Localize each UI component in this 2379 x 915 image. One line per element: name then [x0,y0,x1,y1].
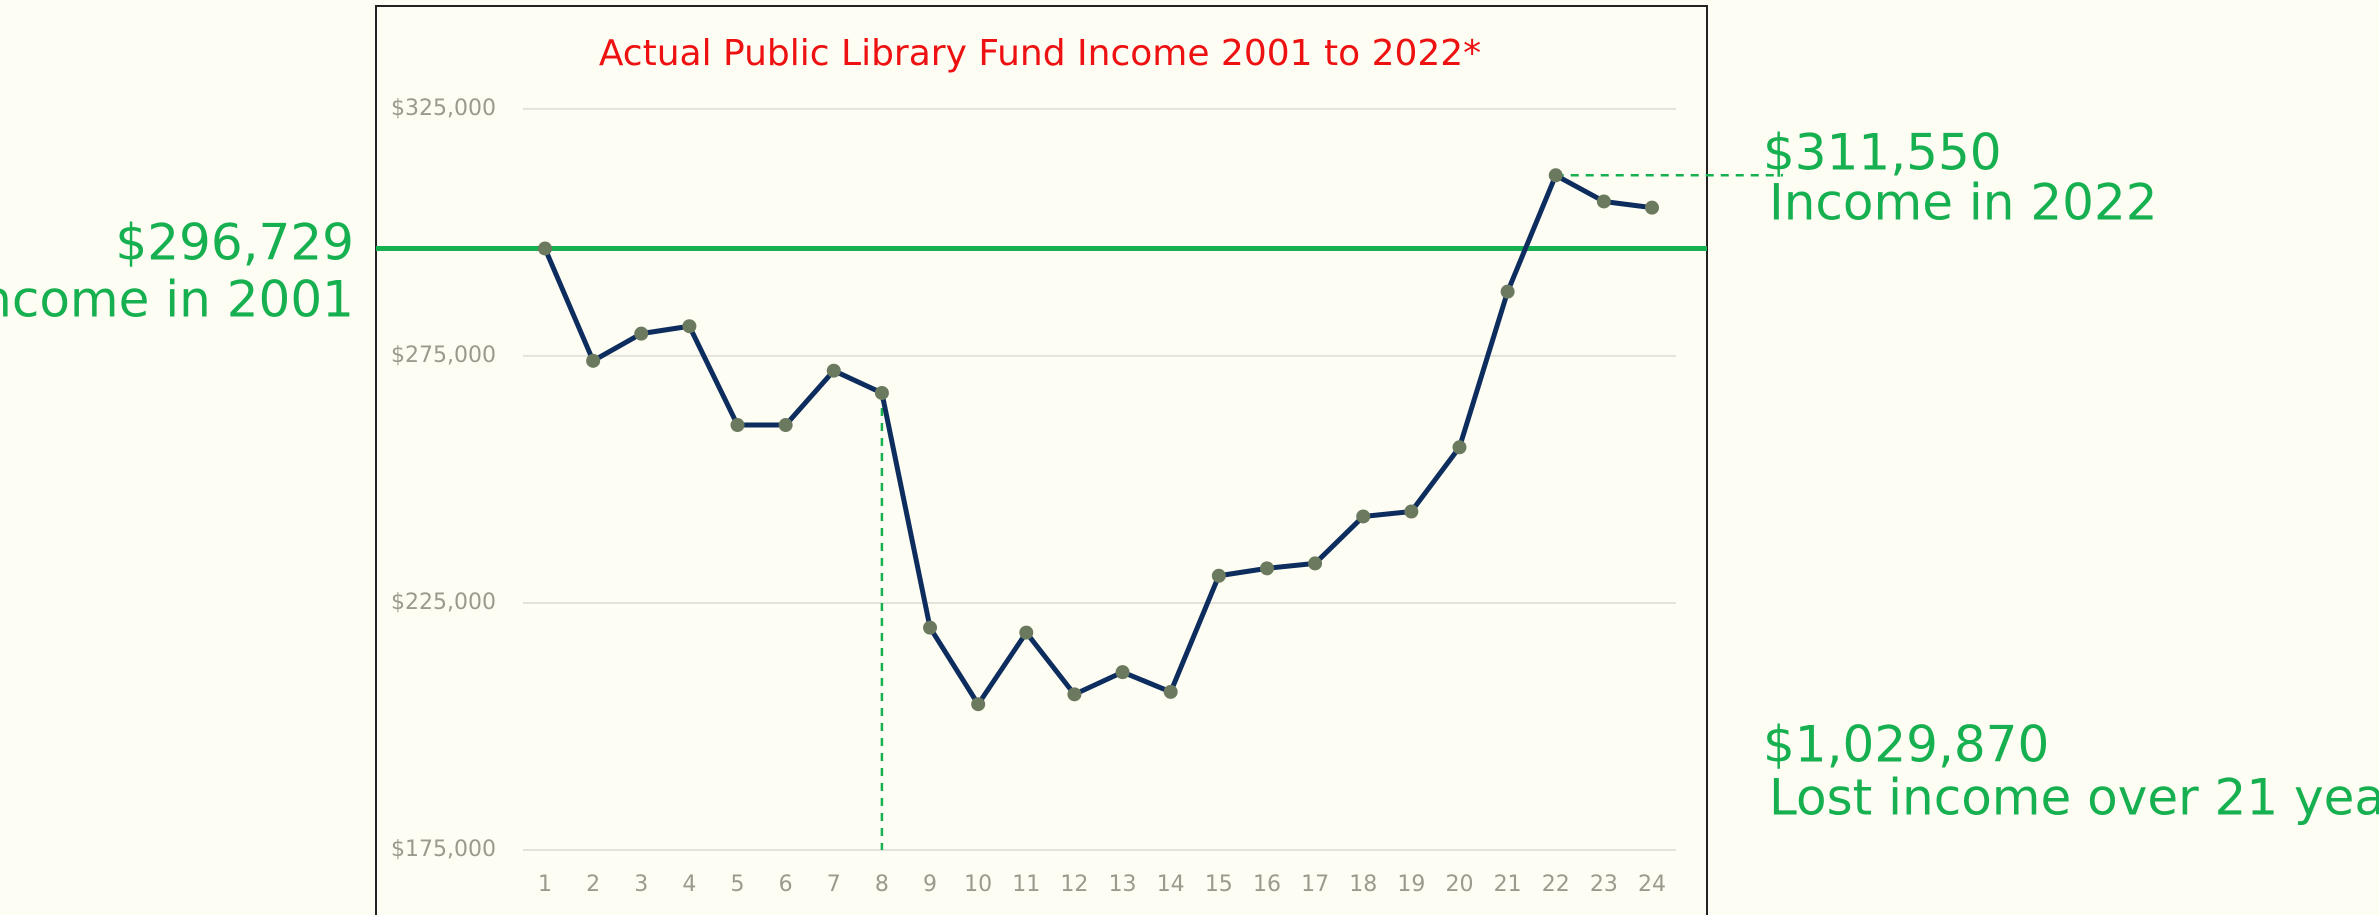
data-point [538,241,552,256]
data-point [1596,194,1611,209]
x-tick-label: 18 [1349,872,1377,897]
annotation: Income in 2022 [1769,174,2158,232]
data-point [826,363,841,378]
x-tick-label: 20 [1445,872,1473,897]
data-point [1211,568,1226,583]
x-tick-label: 9 [923,872,937,897]
data-point [1404,504,1419,519]
y-tick-label: $175,000 [391,837,496,862]
x-tick-label: 10 [964,872,992,897]
chart-title: Actual Public Library Fund Income 2001 t… [599,33,1481,74]
data-point [682,319,697,334]
data-point [1067,687,1082,702]
x-tick-label: 11 [1012,872,1040,897]
data-point [923,620,938,635]
data-point [634,326,649,341]
x-tick-label: 19 [1397,872,1425,897]
data-point [778,418,793,433]
x-tick-label: 16 [1253,872,1281,897]
x-tick-label: 4 [682,872,696,897]
x-tick-label: 23 [1590,872,1618,897]
data-point [1500,284,1515,299]
data-point [971,697,986,712]
data-point [1308,556,1323,571]
data-point [1019,625,1034,640]
data-point [586,353,601,368]
x-tick-label: 5 [731,872,745,897]
data-point [730,418,745,433]
data-point [1452,440,1467,455]
data-line [542,172,1653,707]
data-point [1115,665,1130,680]
data-point [1356,509,1371,524]
data-point [1163,684,1178,699]
x-tick-label: 15 [1205,872,1233,897]
data-point [1548,168,1563,183]
annotation: Income in 2001 [0,271,354,329]
y-tick-label: $275,000 [391,343,496,368]
chart-frame [375,5,1708,915]
x-tick-label: 7 [827,872,841,897]
x-tick-label: 24 [1638,872,1666,897]
data-point [1259,561,1274,576]
x-tick-label: 3 [634,872,648,897]
x-tick-label: 13 [1109,872,1137,897]
y-tick-label: $325,000 [391,96,496,121]
x-tick-label: 17 [1301,872,1329,897]
data-point [1645,200,1659,215]
annotation: $311,550 [1763,124,2002,182]
x-tick-label: 22 [1542,872,1570,897]
x-tick-label: 8 [875,872,889,897]
x-tick-label: 1 [538,872,552,897]
x-tick-label: 12 [1060,872,1088,897]
annotation: $296,729 [115,214,354,272]
x-tick-label: 6 [779,872,793,897]
data-point [874,385,889,400]
x-tick-label: 14 [1157,872,1185,897]
x-tick-label: 2 [586,872,600,897]
y-tick-label: $225,000 [391,590,496,615]
annotation: Lost income over 21 years [1769,769,2379,827]
annotation: $1,029,870 [1763,716,2049,774]
x-tick-label: 21 [1494,872,1522,897]
